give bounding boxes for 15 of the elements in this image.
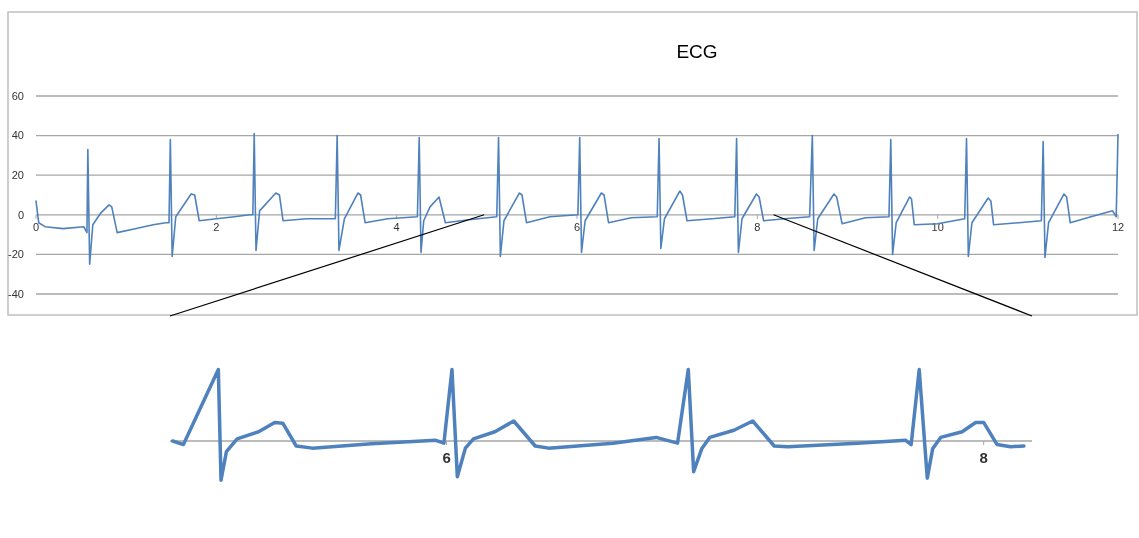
y-tick-label: 20: [11, 169, 24, 182]
x-tick-label: 6: [573, 220, 581, 233]
x-tick-label: 8: [754, 220, 761, 233]
x-tick-label: 0: [32, 220, 40, 233]
y-tick-label: 0: [17, 208, 24, 221]
y-tick-label: -40: [8, 287, 24, 300]
x-tick-label: 12: [1111, 220, 1125, 233]
x-tick-label: 8: [979, 449, 988, 466]
y-tick-label: 60: [11, 89, 24, 102]
x-tick-label: 2: [213, 220, 220, 233]
y-tick-label: 40: [11, 129, 24, 142]
chart-title: ECG: [676, 41, 718, 62]
x-tick-label: 6: [442, 449, 451, 466]
x-tick-label: 4: [393, 220, 400, 233]
y-tick-label: -20: [8, 248, 24, 261]
